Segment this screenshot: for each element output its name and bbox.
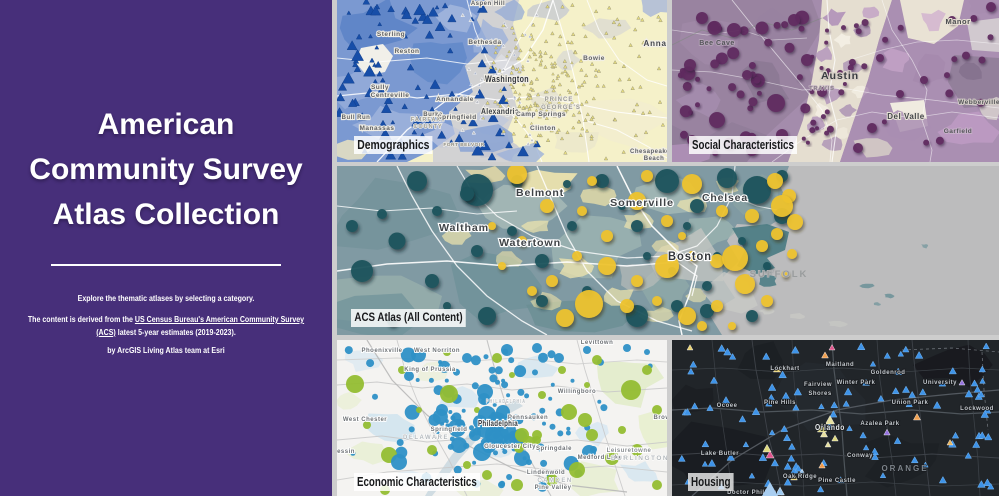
svg-text:Boston: Boston — [668, 251, 712, 263]
svg-text:Aspen Hill: Aspen Hill — [471, 1, 505, 7]
svg-text:Camp Springs: Camp Springs — [516, 111, 566, 118]
svg-text:Sterling: Sterling — [377, 31, 405, 38]
svg-text:Springfield: Springfield — [431, 427, 468, 433]
svg-text:Manassas: Manassas — [359, 125, 394, 132]
svg-text:Watertown: Watertown — [499, 238, 561, 249]
svg-text:Pine Valley: Pine Valley — [535, 485, 572, 491]
svg-text:Doctor Phillips: Doctor Phillips — [727, 490, 777, 496]
svg-text:Alexandria: Alexandria — [481, 106, 519, 116]
svg-text:Somerville: Somerville — [610, 198, 674, 209]
svg-text:West Norriton: West Norriton — [414, 348, 460, 354]
svg-text:Chesapeake: Chesapeake — [630, 149, 667, 155]
svg-text:Pine Hills: Pine Hills — [764, 400, 796, 406]
svg-text:Chelsea: Chelsea — [702, 193, 748, 204]
svg-text:Lockhart: Lockhart — [770, 366, 799, 372]
svg-text:Orlando: Orlando — [815, 422, 845, 432]
svg-text:Goldenrod: Goldenrod — [871, 370, 906, 376]
svg-text:King of Prussia: King of Prussia — [404, 367, 456, 373]
svg-text:SUFFOLK: SUFFOLK — [750, 269, 809, 280]
svg-text:Willingboro: Willingboro — [558, 389, 596, 395]
svg-text:Springdale: Springdale — [536, 446, 572, 452]
svg-text:essin: essin — [337, 449, 355, 455]
svg-text:Oak Ridge: Oak Ridge — [783, 474, 817, 480]
svg-text:Washington: Washington — [485, 74, 529, 85]
svg-text:University: University — [923, 380, 957, 386]
svg-text:Annap: Annap — [644, 39, 667, 48]
svg-text:Maitland: Maitland — [826, 362, 854, 368]
svg-text:PRINCE: PRINCE — [545, 97, 574, 103]
svg-text:Lindenwold: Lindenwold — [527, 470, 565, 476]
svg-text:Garfield: Garfield — [944, 128, 973, 135]
svg-text:Conway: Conway — [847, 453, 873, 459]
svg-text:FAIRFAX: FAIRFAX — [411, 117, 441, 123]
svg-text:Leisuretowne: Leisuretowne — [607, 448, 652, 454]
svg-text:ORANGE: ORANGE — [881, 464, 928, 473]
svg-text:Lake Butler: Lake Butler — [701, 451, 739, 457]
svg-text:Bull Run: Bull Run — [342, 115, 371, 121]
svg-text:Brow: Brow — [654, 415, 668, 421]
svg-text:Fairview: Fairview — [804, 382, 832, 388]
svg-text:Beach: Beach — [644, 156, 665, 162]
svg-text:Belmont: Belmont — [516, 188, 564, 199]
svg-text:Phoenixville: Phoenixville — [361, 348, 402, 354]
svg-text:PHILADELPHIA: PHILADELPHIA — [486, 399, 526, 405]
svg-text:FORT BELVOIR: FORT BELVOIR — [443, 142, 484, 148]
svg-text:Bethesda: Bethesda — [468, 39, 501, 46]
svg-text:West Chester: West Chester — [343, 417, 387, 423]
svg-text:Del Valle: Del Valle — [887, 112, 924, 121]
svg-text:Gloucester City: Gloucester City — [484, 444, 536, 450]
svg-text:Clinton: Clinton — [530, 125, 556, 132]
svg-text:Centreville: Centreville — [371, 92, 410, 99]
svg-text:Shores: Shores — [808, 391, 832, 397]
svg-text:Pennsauken: Pennsauken — [508, 415, 548, 421]
svg-text:Azalea Park: Azalea Park — [860, 421, 899, 427]
svg-text:Springfield: Springfield — [437, 114, 476, 121]
svg-text:Sully: Sully — [371, 84, 389, 91]
svg-text:Ocoee: Ocoee — [717, 403, 738, 409]
svg-text:Webberville: Webberville — [958, 99, 999, 106]
svg-text:Medford Lakes: Medford Lakes — [578, 455, 627, 461]
svg-text:Annandale: Annandale — [436, 96, 474, 103]
svg-text:Pine Castle: Pine Castle — [818, 478, 856, 484]
svg-text:GEORGE'S: GEORGE'S — [541, 105, 581, 111]
svg-text:Lockwood: Lockwood — [960, 406, 994, 412]
svg-text:CAMDEN: CAMDEN — [537, 478, 572, 484]
svg-text:Manor: Manor — [946, 17, 971, 26]
svg-text:Bee Cave: Bee Cave — [699, 40, 735, 47]
svg-text:TRAVIS: TRAVIS — [809, 86, 835, 92]
svg-text:Austin: Austin — [821, 70, 859, 82]
svg-text:Burke: Burke — [423, 112, 443, 118]
svg-text:Bowie: Bowie — [583, 55, 605, 62]
svg-text:Waltham: Waltham — [439, 223, 489, 234]
svg-text:Winter Park: Winter Park — [837, 380, 876, 386]
svg-text:BURLINGTON: BURLINGTON — [611, 455, 667, 462]
svg-text:DELAWARE: DELAWARE — [403, 435, 449, 441]
svg-text:Reston: Reston — [394, 48, 419, 55]
svg-text:COUNTY: COUNTY — [413, 124, 442, 130]
svg-text:Levittown: Levittown — [581, 340, 614, 346]
svg-text:Union Park: Union Park — [892, 400, 929, 406]
svg-text:Philadelphia: Philadelphia — [478, 418, 518, 428]
